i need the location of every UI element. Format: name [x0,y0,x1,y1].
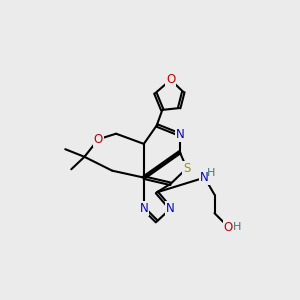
Text: O: O [94,133,103,146]
Text: O: O [224,220,233,233]
Text: H: H [207,167,216,178]
Text: N: N [166,202,175,215]
Text: H: H [233,222,241,232]
Text: N: N [176,128,184,141]
Text: N: N [200,171,209,184]
Text: N: N [140,202,148,215]
Text: S: S [183,162,190,175]
Text: O: O [166,74,175,86]
